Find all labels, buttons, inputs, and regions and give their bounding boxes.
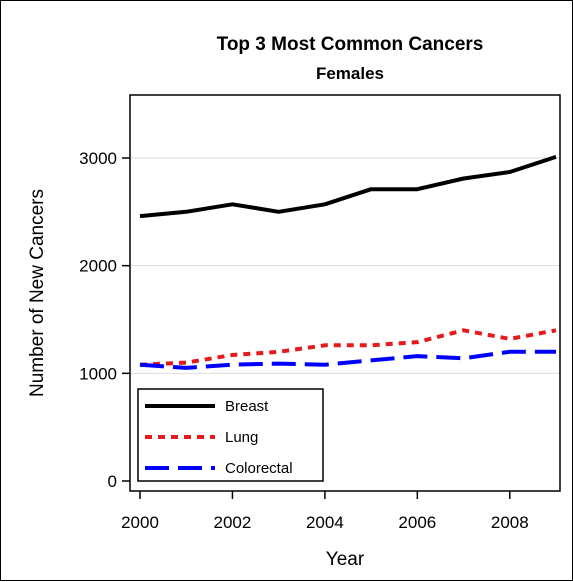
legend-label-colorectal: Colorectal	[225, 460, 293, 477]
legend: Breast Lung Colorectal	[138, 389, 323, 481]
grid-lines	[130, 158, 560, 373]
x-tick-label: 2008	[491, 513, 529, 532]
chart-subtitle: Females	[316, 64, 384, 83]
y-tick-label: 3000	[79, 149, 117, 168]
x-axis-label: Year	[326, 549, 365, 570]
x-tick-label: 2004	[306, 513, 344, 532]
series-line-colorectal	[140, 352, 556, 368]
x-tick-label: 2006	[398, 513, 436, 532]
y-axis: 0 1000 2000 3000	[79, 149, 130, 491]
chart-title: Top 3 Most Common Cancers	[217, 34, 484, 55]
y-tick-label: 1000	[79, 364, 117, 383]
y-axis-label: Number of New Cancers	[27, 189, 48, 397]
legend-label-breast: Breast	[225, 398, 269, 415]
x-tick-label: 2000	[121, 513, 159, 532]
y-tick-label: 2000	[79, 257, 117, 276]
legend-label-lung: Lung	[225, 429, 258, 446]
series-lines	[140, 157, 556, 368]
x-axis: 2000 2002 2004 2006 2008	[121, 491, 529, 532]
x-tick-label: 2002	[214, 513, 252, 532]
series-line-lung	[140, 330, 556, 364]
series-line-breast	[140, 157, 556, 216]
y-tick-label: 0	[108, 472, 117, 491]
